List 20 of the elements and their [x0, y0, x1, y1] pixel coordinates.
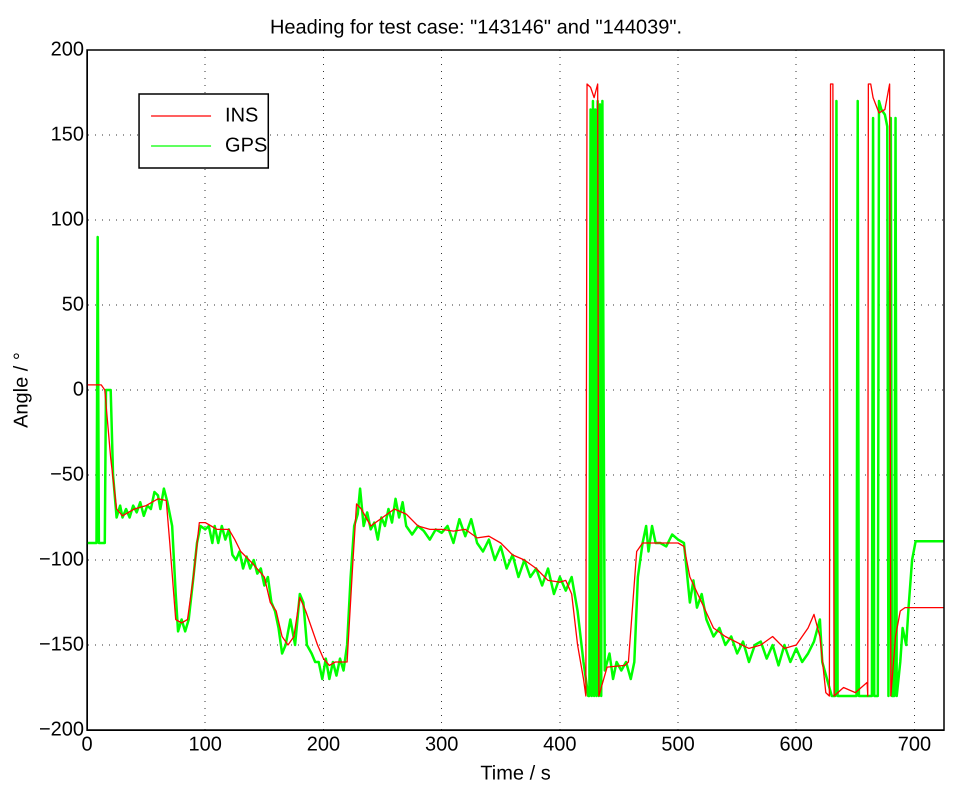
- y-tick-label: 150: [50, 124, 84, 146]
- x-tick-label: 700: [898, 734, 932, 756]
- legend-label: INS: [225, 104, 258, 127]
- chart-title: Heading for test case: "143146" and "144039".: [270, 16, 682, 39]
- x-tick-label: 400: [543, 734, 577, 756]
- x-tick-label: 100: [188, 734, 222, 756]
- x-axis-title: Time / s: [480, 762, 551, 785]
- y-tick-label: 50: [62, 294, 84, 316]
- y-tick-label: −100: [38, 548, 84, 571]
- y-tick-label: 200: [50, 38, 84, 61]
- y-tick-label: −50: [50, 464, 84, 486]
- legend-label: GPS: [225, 134, 268, 157]
- x-tick-label: 500: [661, 734, 695, 756]
- y-axis-title: Angle / °: [10, 352, 33, 428]
- x-tick-label: 300: [424, 734, 458, 756]
- x-tick-label: 600: [780, 734, 813, 756]
- y-tick-label: 100: [50, 208, 84, 231]
- x-tick-label: 200: [306, 734, 340, 756]
- y-tick-label: −150: [38, 634, 84, 656]
- y-tick-label: 0: [72, 378, 84, 401]
